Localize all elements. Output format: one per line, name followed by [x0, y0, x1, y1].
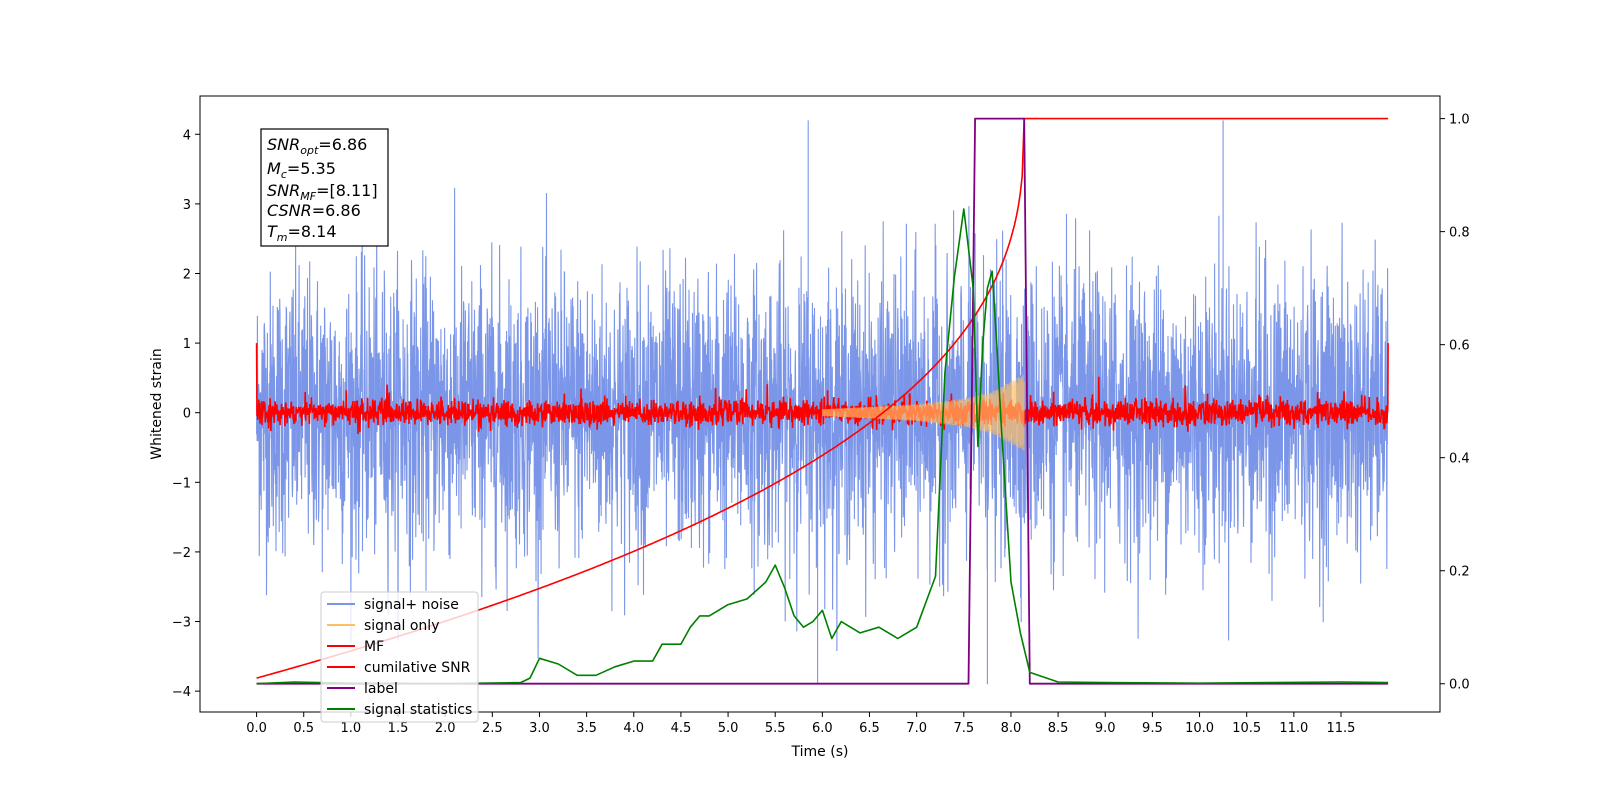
y-tick-label-left: 0 — [183, 407, 191, 422]
annotation-line-1: SNRopt=6.86 — [267, 135, 367, 157]
legend: signal+ noise signal only MF cumilative … — [320, 591, 479, 723]
x-tick-label: 0.0 — [246, 721, 267, 736]
x-tick-label: 1.0 — [341, 721, 362, 736]
x-tick-label: 8.0 — [1001, 721, 1022, 736]
y-tick-label-left: −4 — [172, 685, 191, 700]
x-tick-label: 9.5 — [1142, 721, 1163, 736]
annotation-line-3: SNRMF=[8.11] — [267, 181, 378, 203]
annotation-frame — [260, 128, 389, 247]
x-tick-label: 10.0 — [1185, 721, 1214, 736]
annotation-line-5: Tm=8.14 — [267, 222, 337, 244]
annotation-line-4: CSNR=6.86 — [267, 201, 361, 220]
y-tick-label-left: −2 — [172, 546, 191, 561]
legend-label-cumulative-snr: cumilative SNR — [364, 660, 471, 676]
series-signal-only — [821, 375, 1025, 451]
x-tick-label: 2.0 — [435, 721, 456, 736]
annotation-line-2: Mc=5.35 — [267, 159, 336, 181]
x-tick-label: 5.0 — [718, 721, 739, 736]
y-tick-label-left: 1 — [183, 337, 191, 352]
x-tick-label: 11.0 — [1279, 721, 1308, 736]
y-tick-label-right: 0.8 — [1449, 226, 1470, 241]
x-tick-label: 6.5 — [859, 721, 880, 736]
annotation-box: SNRopt=6.86 Mc=5.35 SNRMF=[8.11] CSNR=6.… — [260, 128, 389, 247]
x-tick-label: 5.5 — [765, 721, 786, 736]
x-tick-label: 1.5 — [388, 721, 409, 736]
x-tick-label: 9.0 — [1095, 721, 1116, 736]
legend-label-label: label — [364, 681, 398, 697]
x-axis-label: Time (s) — [791, 744, 849, 760]
y-tick-label-left: −3 — [172, 616, 191, 631]
series-signal-noise — [256, 120, 1389, 685]
x-tick-label: 10.5 — [1232, 721, 1261, 736]
series-signal-statistics — [256, 208, 1389, 685]
x-tick-label: 7.5 — [953, 721, 974, 736]
x-tick-label: 4.5 — [671, 721, 692, 736]
y-tick-label-right: 1.0 — [1449, 113, 1470, 128]
legend-label-signal-only: signal only — [364, 618, 439, 634]
y-tick-label-right: 0.6 — [1449, 339, 1470, 354]
x-tick-label: 8.5 — [1048, 721, 1069, 736]
x-tick-label: 2.5 — [482, 721, 503, 736]
series-label — [256, 117, 1389, 685]
y-tick-label-right: 0.2 — [1449, 565, 1470, 580]
x-tick-label: 3.5 — [576, 721, 597, 736]
y-axis-label: Whitened strain — [149, 348, 165, 459]
x-tick-label: 11.5 — [1327, 721, 1356, 736]
y-tick-label-left: 4 — [183, 128, 191, 143]
legend-label-signal-noise: signal+ noise — [364, 597, 459, 613]
y-tick-label-left: 2 — [183, 267, 191, 282]
y-tick-label-right: 0.4 — [1449, 452, 1470, 467]
x-tick-label: 0.5 — [293, 721, 314, 736]
x-tick-label: 6.0 — [812, 721, 833, 736]
x-tick-label: 7.0 — [906, 721, 927, 736]
x-tick-label: 4.0 — [623, 721, 644, 736]
x-tick-label: 3.0 — [529, 721, 550, 736]
legend-frame — [320, 591, 479, 723]
legend-label-mf: MF — [364, 639, 384, 655]
y-tick-label-left: 3 — [183, 198, 191, 213]
y-tick-label-right: 0.0 — [1449, 678, 1470, 693]
y-tick-label-left: −1 — [172, 476, 191, 491]
legend-label-signal-statistics: signal statistics — [364, 702, 472, 718]
